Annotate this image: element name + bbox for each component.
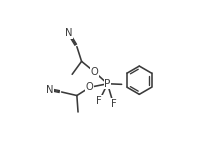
Text: F: F	[96, 96, 102, 106]
Text: F: F	[111, 99, 116, 109]
Text: N: N	[46, 85, 53, 95]
Text: P: P	[104, 79, 111, 89]
Text: O: O	[86, 82, 94, 92]
Text: O: O	[91, 67, 98, 77]
Text: N: N	[65, 28, 72, 38]
